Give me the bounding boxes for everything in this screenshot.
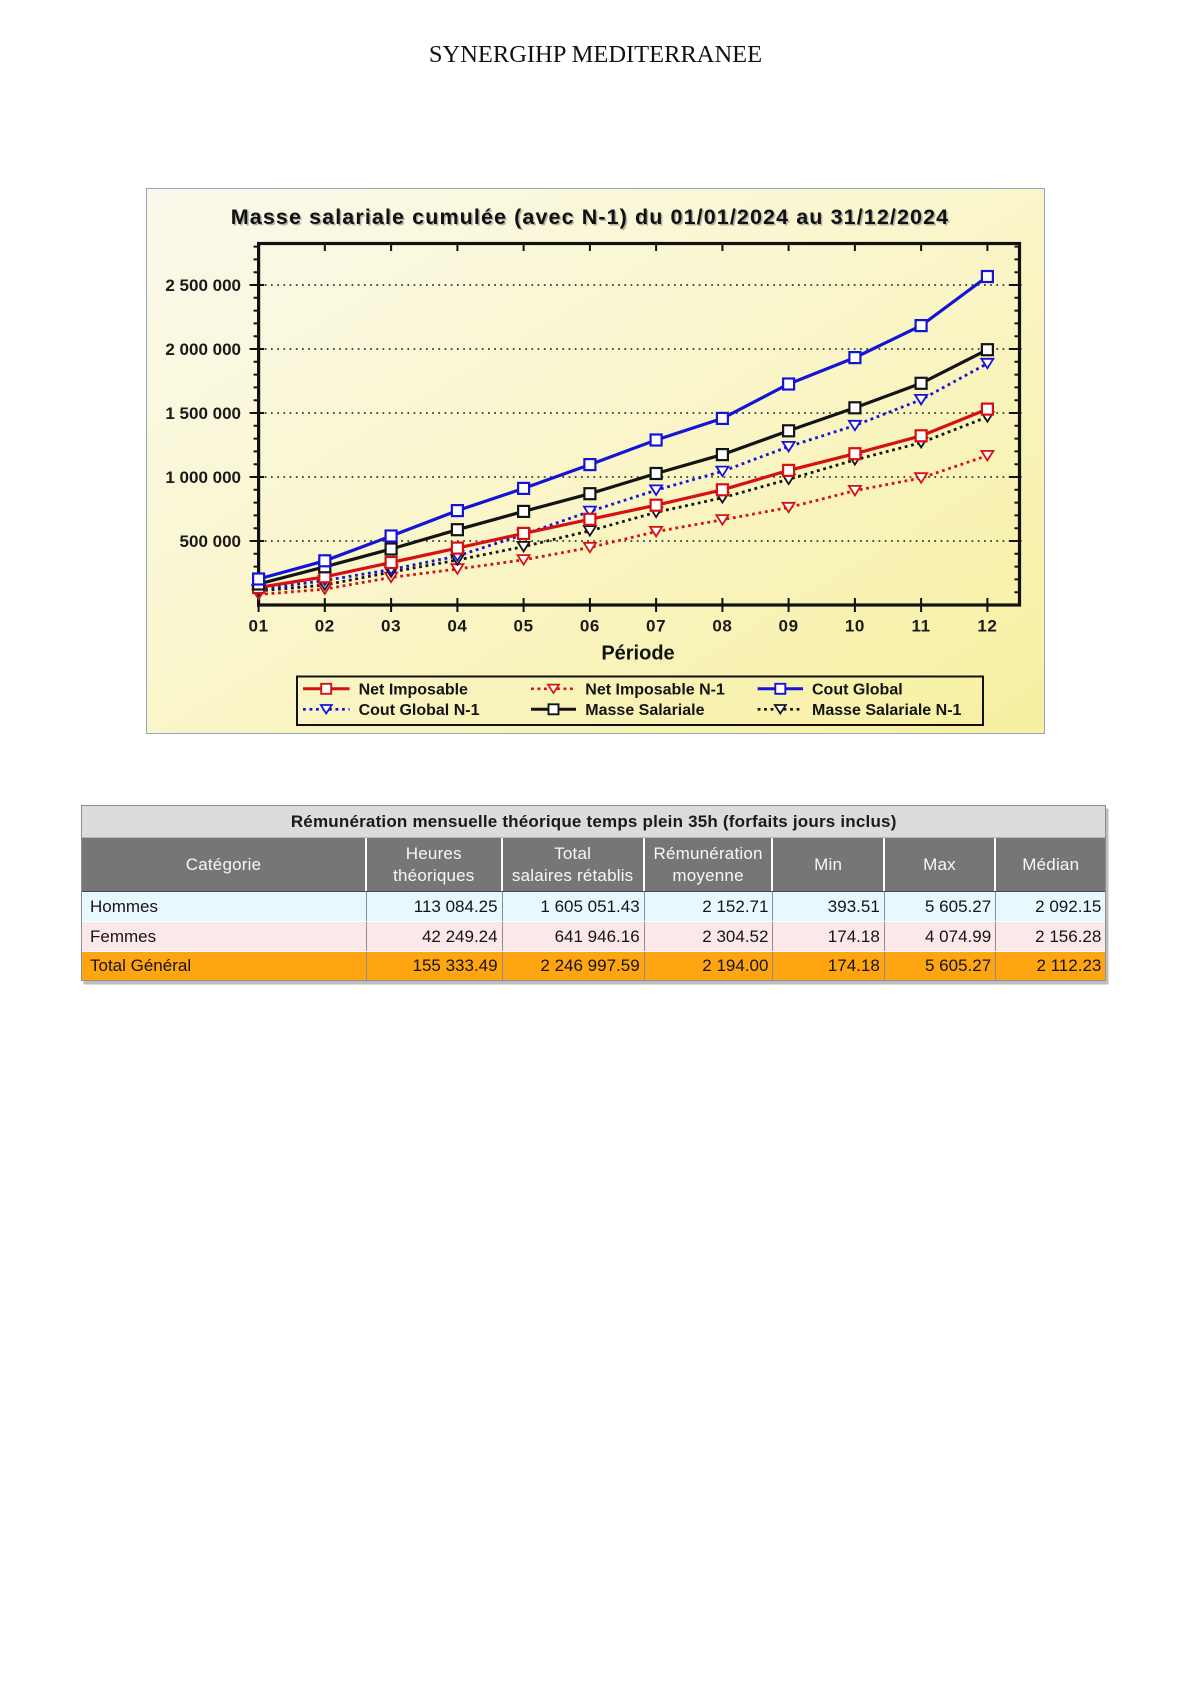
svg-text:10: 10 xyxy=(845,617,865,636)
svg-text:Cout Global N-1: Cout Global N-1 xyxy=(359,702,480,719)
svg-text:01: 01 xyxy=(249,617,269,636)
svg-text:Cout Global: Cout Global xyxy=(812,682,903,699)
svg-text:05: 05 xyxy=(514,617,534,636)
svg-text:Masse salariale cumulée (avec: Masse salariale cumulée (avec N-1) du 01… xyxy=(231,205,949,229)
svg-text:500 000: 500 000 xyxy=(180,532,241,551)
svg-text:1 000 000: 1 000 000 xyxy=(165,468,241,487)
svg-text:08: 08 xyxy=(712,617,732,636)
svg-text:Période: Période xyxy=(601,643,674,665)
svg-text:09: 09 xyxy=(779,617,799,636)
svg-text:Net Imposable N-1: Net Imposable N-1 xyxy=(585,682,725,699)
svg-text:1 500 000: 1 500 000 xyxy=(165,404,241,423)
svg-text:Masse salariale cumulée (avec: Masse salariale cumulée (avec N-1) du 01… xyxy=(232,207,950,231)
svg-text:11: 11 xyxy=(912,617,931,636)
svg-text:12: 12 xyxy=(977,617,997,636)
svg-text:03: 03 xyxy=(381,617,401,636)
svg-text:2 000 000: 2 000 000 xyxy=(165,340,241,359)
svg-text:04: 04 xyxy=(447,617,467,636)
svg-text:Net Imposable: Net Imposable xyxy=(359,682,468,699)
svg-text:2 500 000: 2 500 000 xyxy=(165,276,241,295)
svg-text:Masse Salariale: Masse Salariale xyxy=(585,702,704,719)
svg-text:Masse Salariale N-1: Masse Salariale N-1 xyxy=(812,702,962,719)
svg-text:07: 07 xyxy=(646,617,666,636)
svg-text:02: 02 xyxy=(315,617,335,636)
svg-text:06: 06 xyxy=(580,617,600,636)
